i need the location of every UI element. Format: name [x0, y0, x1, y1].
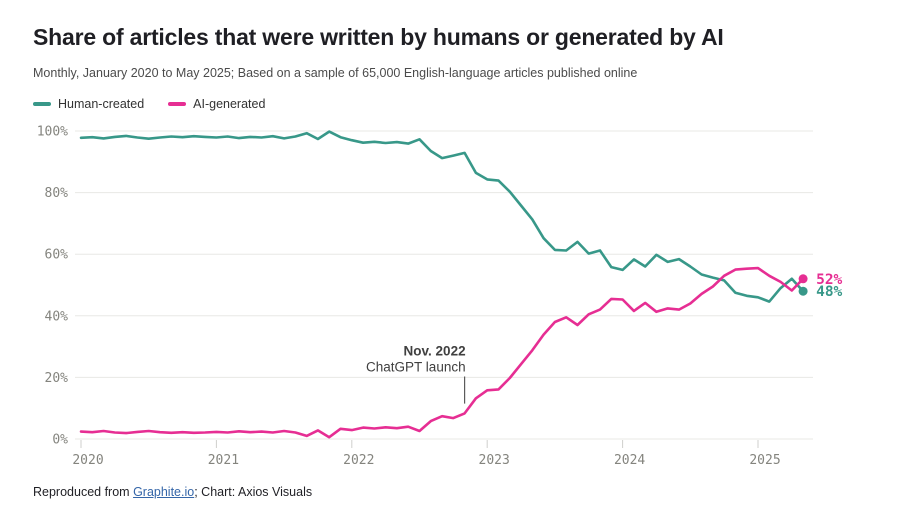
- legend-label-human-created: Human-created: [58, 97, 145, 111]
- ai-generated-swatch-icon: [168, 102, 187, 106]
- source-attribution: Reproduced from Graphite.io; Chart: Axio…: [33, 485, 312, 499]
- human-created-end-dot-icon: [798, 286, 808, 296]
- attribution-prefix: Reproduced from: [33, 485, 134, 499]
- human-created-end-label: 48%: [816, 284, 842, 300]
- chart-subtitle: Monthly, January 2020 to May 2025; Based…: [33, 66, 638, 80]
- y-tick-label: 20%: [45, 371, 69, 386]
- chart-legend: Human-created AI-generated: [33, 97, 265, 111]
- legend-label-ai-generated: AI-generated: [193, 97, 266, 111]
- attribution-suffix: ; Chart: Axios Visuals: [194, 485, 313, 499]
- y-tick-label: 0%: [52, 433, 68, 448]
- y-tick-label: 40%: [45, 309, 69, 324]
- graphite-link[interactable]: Graphite.io: [133, 485, 195, 499]
- page-title: Share of articles that were written by h…: [33, 24, 724, 50]
- annotation-text: ChatGPT launch: [366, 360, 466, 375]
- ai-generated-line: [79, 266, 805, 439]
- line-chart-canvas: 0% 20% 40% 60% 80% 100% 2020 2021 2022 2023 2024 20…: [37, 125, 843, 469]
- x-tick-label: 2021: [208, 453, 239, 468]
- x-tick-label: 2020: [72, 453, 103, 468]
- ai-generated-end-dot-icon: [798, 274, 808, 284]
- y-tick-label: 60%: [45, 248, 69, 263]
- x-tick-label: 2025: [749, 453, 780, 468]
- human-created-swatch-icon: [33, 102, 51, 106]
- ai-generated-end-label: 52%: [816, 272, 842, 288]
- human-created-line: [79, 130, 805, 303]
- y-tick-label: 80%: [45, 186, 69, 201]
- legend-item-human-created: Human-created: [33, 97, 144, 111]
- annotation-title: Nov. 2022: [404, 344, 466, 359]
- x-tick-label: 2024: [614, 453, 645, 468]
- y-tick-label: 100%: [37, 125, 68, 140]
- legend-item-ai-generated: AI-generated: [168, 97, 265, 111]
- x-tick-label: 2023: [479, 453, 510, 468]
- x-tick-label: 2022: [343, 453, 374, 468]
